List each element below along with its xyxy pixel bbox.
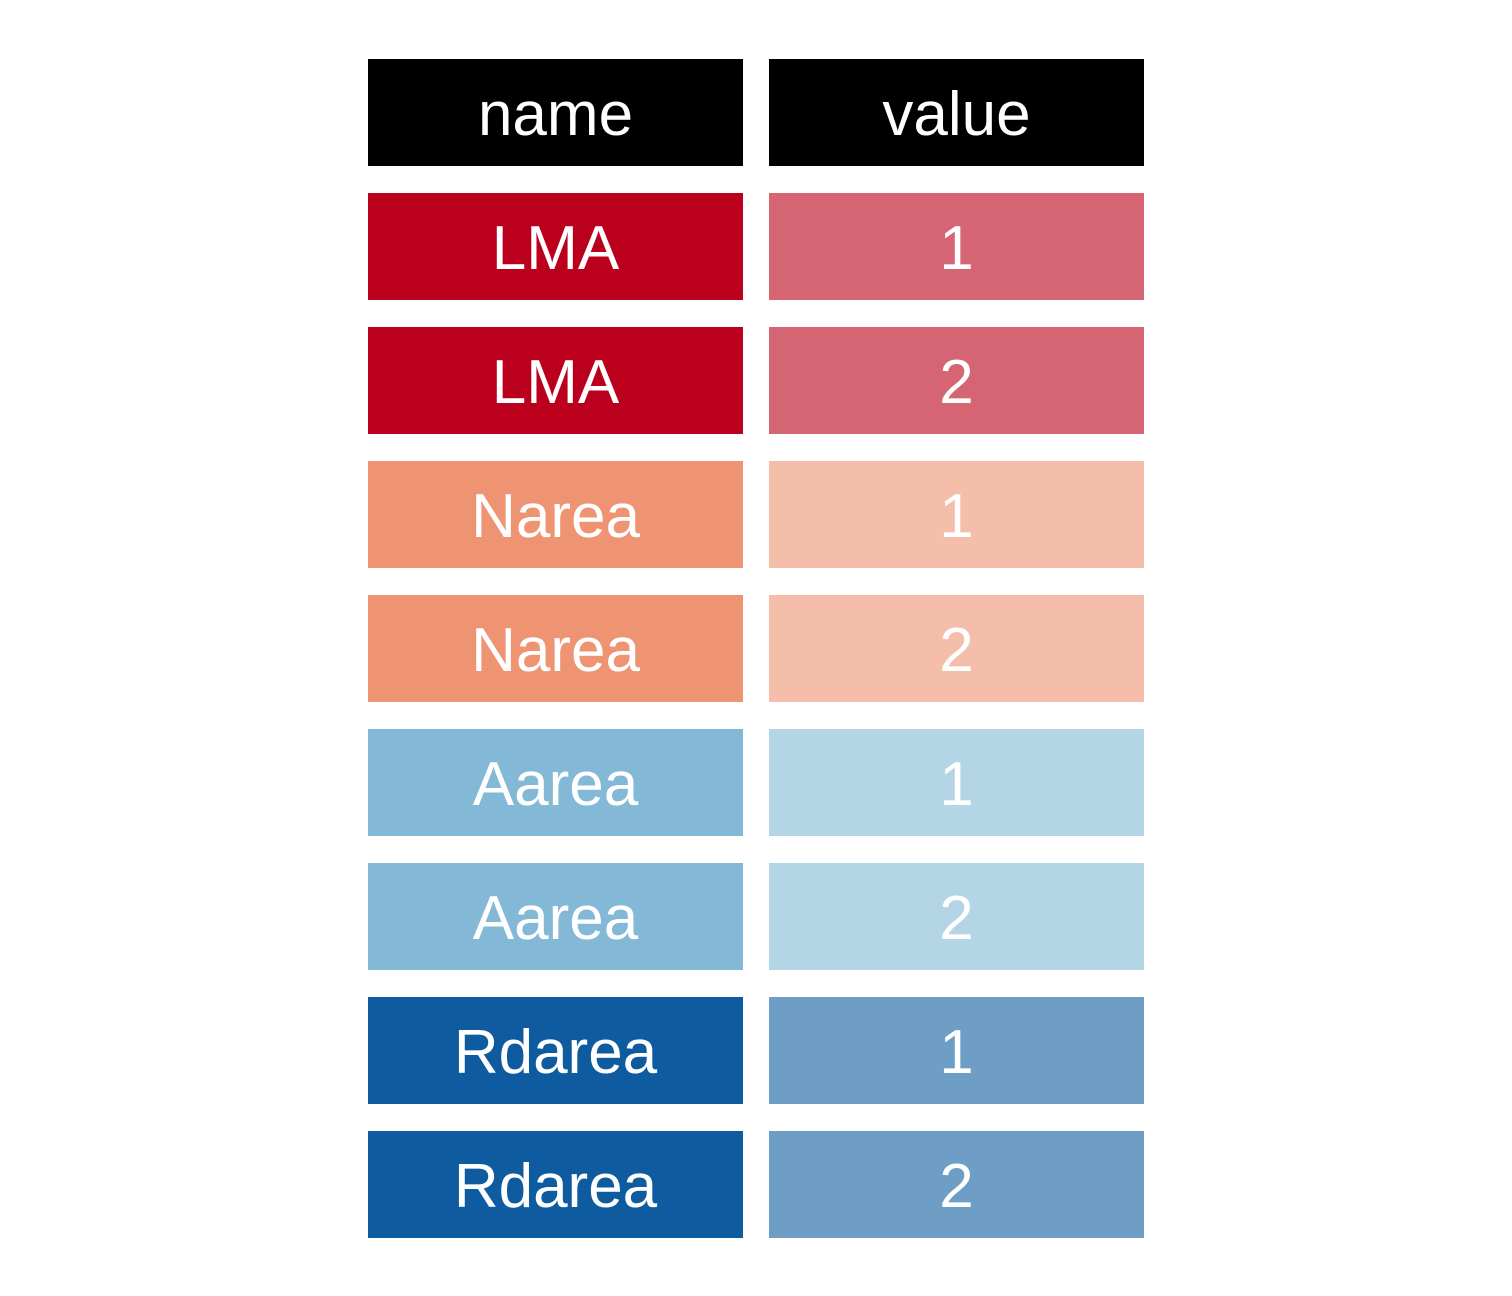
name-cell: Rdarea: [368, 997, 743, 1104]
value-cell: 1: [769, 193, 1144, 300]
data-table: name value LMA 1 LMA 2 Narea 1 Narea 2 Aarea 1 Aarea…: [368, 59, 1144, 1238]
value-cell: 1: [769, 461, 1144, 568]
value-cell: 2: [769, 1131, 1144, 1238]
header-name: name: [368, 59, 743, 166]
value-cell: 2: [769, 595, 1144, 702]
header-value: value: [769, 59, 1144, 166]
value-cell: 1: [769, 729, 1144, 836]
value-cell: 2: [769, 863, 1144, 970]
name-cell: Rdarea: [368, 1131, 743, 1238]
name-cell: LMA: [368, 327, 743, 434]
value-cell: 1: [769, 997, 1144, 1104]
name-cell: LMA: [368, 193, 743, 300]
value-cell: 2: [769, 327, 1144, 434]
name-cell: Aarea: [368, 729, 743, 836]
name-cell: Narea: [368, 461, 743, 568]
name-cell: Narea: [368, 595, 743, 702]
name-cell: Aarea: [368, 863, 743, 970]
